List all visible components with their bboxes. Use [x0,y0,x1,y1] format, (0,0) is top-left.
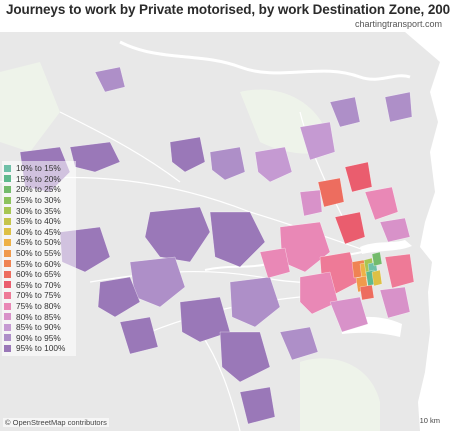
legend-label: 75% to 80% [16,301,61,312]
harbour [360,240,412,254]
legend-item[interactable]: 85% to 90% [4,322,76,333]
legend-swatch [4,217,11,225]
legend-item[interactable]: 10% to 15% [4,163,76,174]
legend-item[interactable]: 60% to 65% [4,269,76,280]
source-credit[interactable]: chartingtransport.com [354,19,442,29]
legend-item[interactable]: 95% to 100% [4,343,76,354]
legend-label: 20% to 25% [16,184,61,195]
map-title: Journeys to work by Private motorised, b… [6,2,450,17]
ocean [405,32,450,431]
legend-swatch [4,164,11,172]
legend-label: 55% to 60% [16,258,61,269]
osm-attribution[interactable]: © OpenStreetMap contributors [3,418,109,427]
legend-label: 45% to 50% [16,237,61,248]
map-legend: 10% to 15% 15% to 20% 20% to 25% 25% to 30%… [2,161,76,356]
legend-swatch [4,344,11,352]
legend-item[interactable]: 55% to 60% [4,258,76,269]
legend-item[interactable]: 15% to 20% [4,174,76,185]
legend-label: 60% to 65% [16,269,61,280]
legend-label: 70% to 75% [16,290,61,301]
legend-swatch [4,207,11,215]
zones-cbd [351,251,383,301]
legend-swatch [4,281,11,289]
legend-item[interactable]: 45% to 50% [4,237,76,248]
legend-swatch [4,302,11,310]
legend-swatch [4,228,11,236]
legend-swatch [4,313,11,321]
legend-item[interactable]: 70% to 75% [4,290,76,301]
legend-label: 35% to 40% [16,216,61,227]
legend-swatch [4,260,11,268]
legend-swatch [4,249,11,257]
legend-item[interactable]: 65% to 70% [4,280,76,291]
legend-item[interactable]: 35% to 40% [4,216,76,227]
legend-item[interactable]: 30% to 35% [4,205,76,216]
legend-label: 90% to 95% [16,332,61,343]
legend-swatch [4,175,11,183]
legend-swatch [4,291,11,299]
zones-middle [259,161,415,333]
scale-label: 10 km [419,416,440,425]
legend-label: 10% to 15% [16,163,61,174]
park-south [300,358,380,431]
legend-item[interactable]: 20% to 25% [4,184,76,195]
legend-label: 15% to 20% [16,173,61,184]
legend-item[interactable]: 25% to 30% [4,195,76,206]
legend-label: 65% to 70% [16,279,61,290]
legend-item[interactable]: 40% to 45% [4,227,76,238]
legend-label: 40% to 45% [16,226,61,237]
legend-label: 80% to 85% [16,311,61,322]
legend-label: 95% to 100% [16,343,66,354]
legend-swatch [4,196,11,204]
legend-item[interactable]: 80% to 85% [4,311,76,322]
legend-label: 50% to 55% [16,248,61,259]
legend-item[interactable]: 90% to 95% [4,333,76,344]
legend-swatch [4,334,11,342]
legend-item[interactable]: 75% to 80% [4,301,76,312]
legend-swatch [4,238,11,246]
legend-swatch [4,270,11,278]
park-west [0,62,60,152]
hawkesbury-river [119,40,411,81]
legend-label: 30% to 35% [16,205,61,216]
legend-item[interactable]: 50% to 55% [4,248,76,259]
legend-label: 85% to 90% [16,322,61,333]
legend-swatch [4,185,11,193]
legend-label: 25% to 30% [16,195,61,206]
legend-swatch [4,323,11,331]
